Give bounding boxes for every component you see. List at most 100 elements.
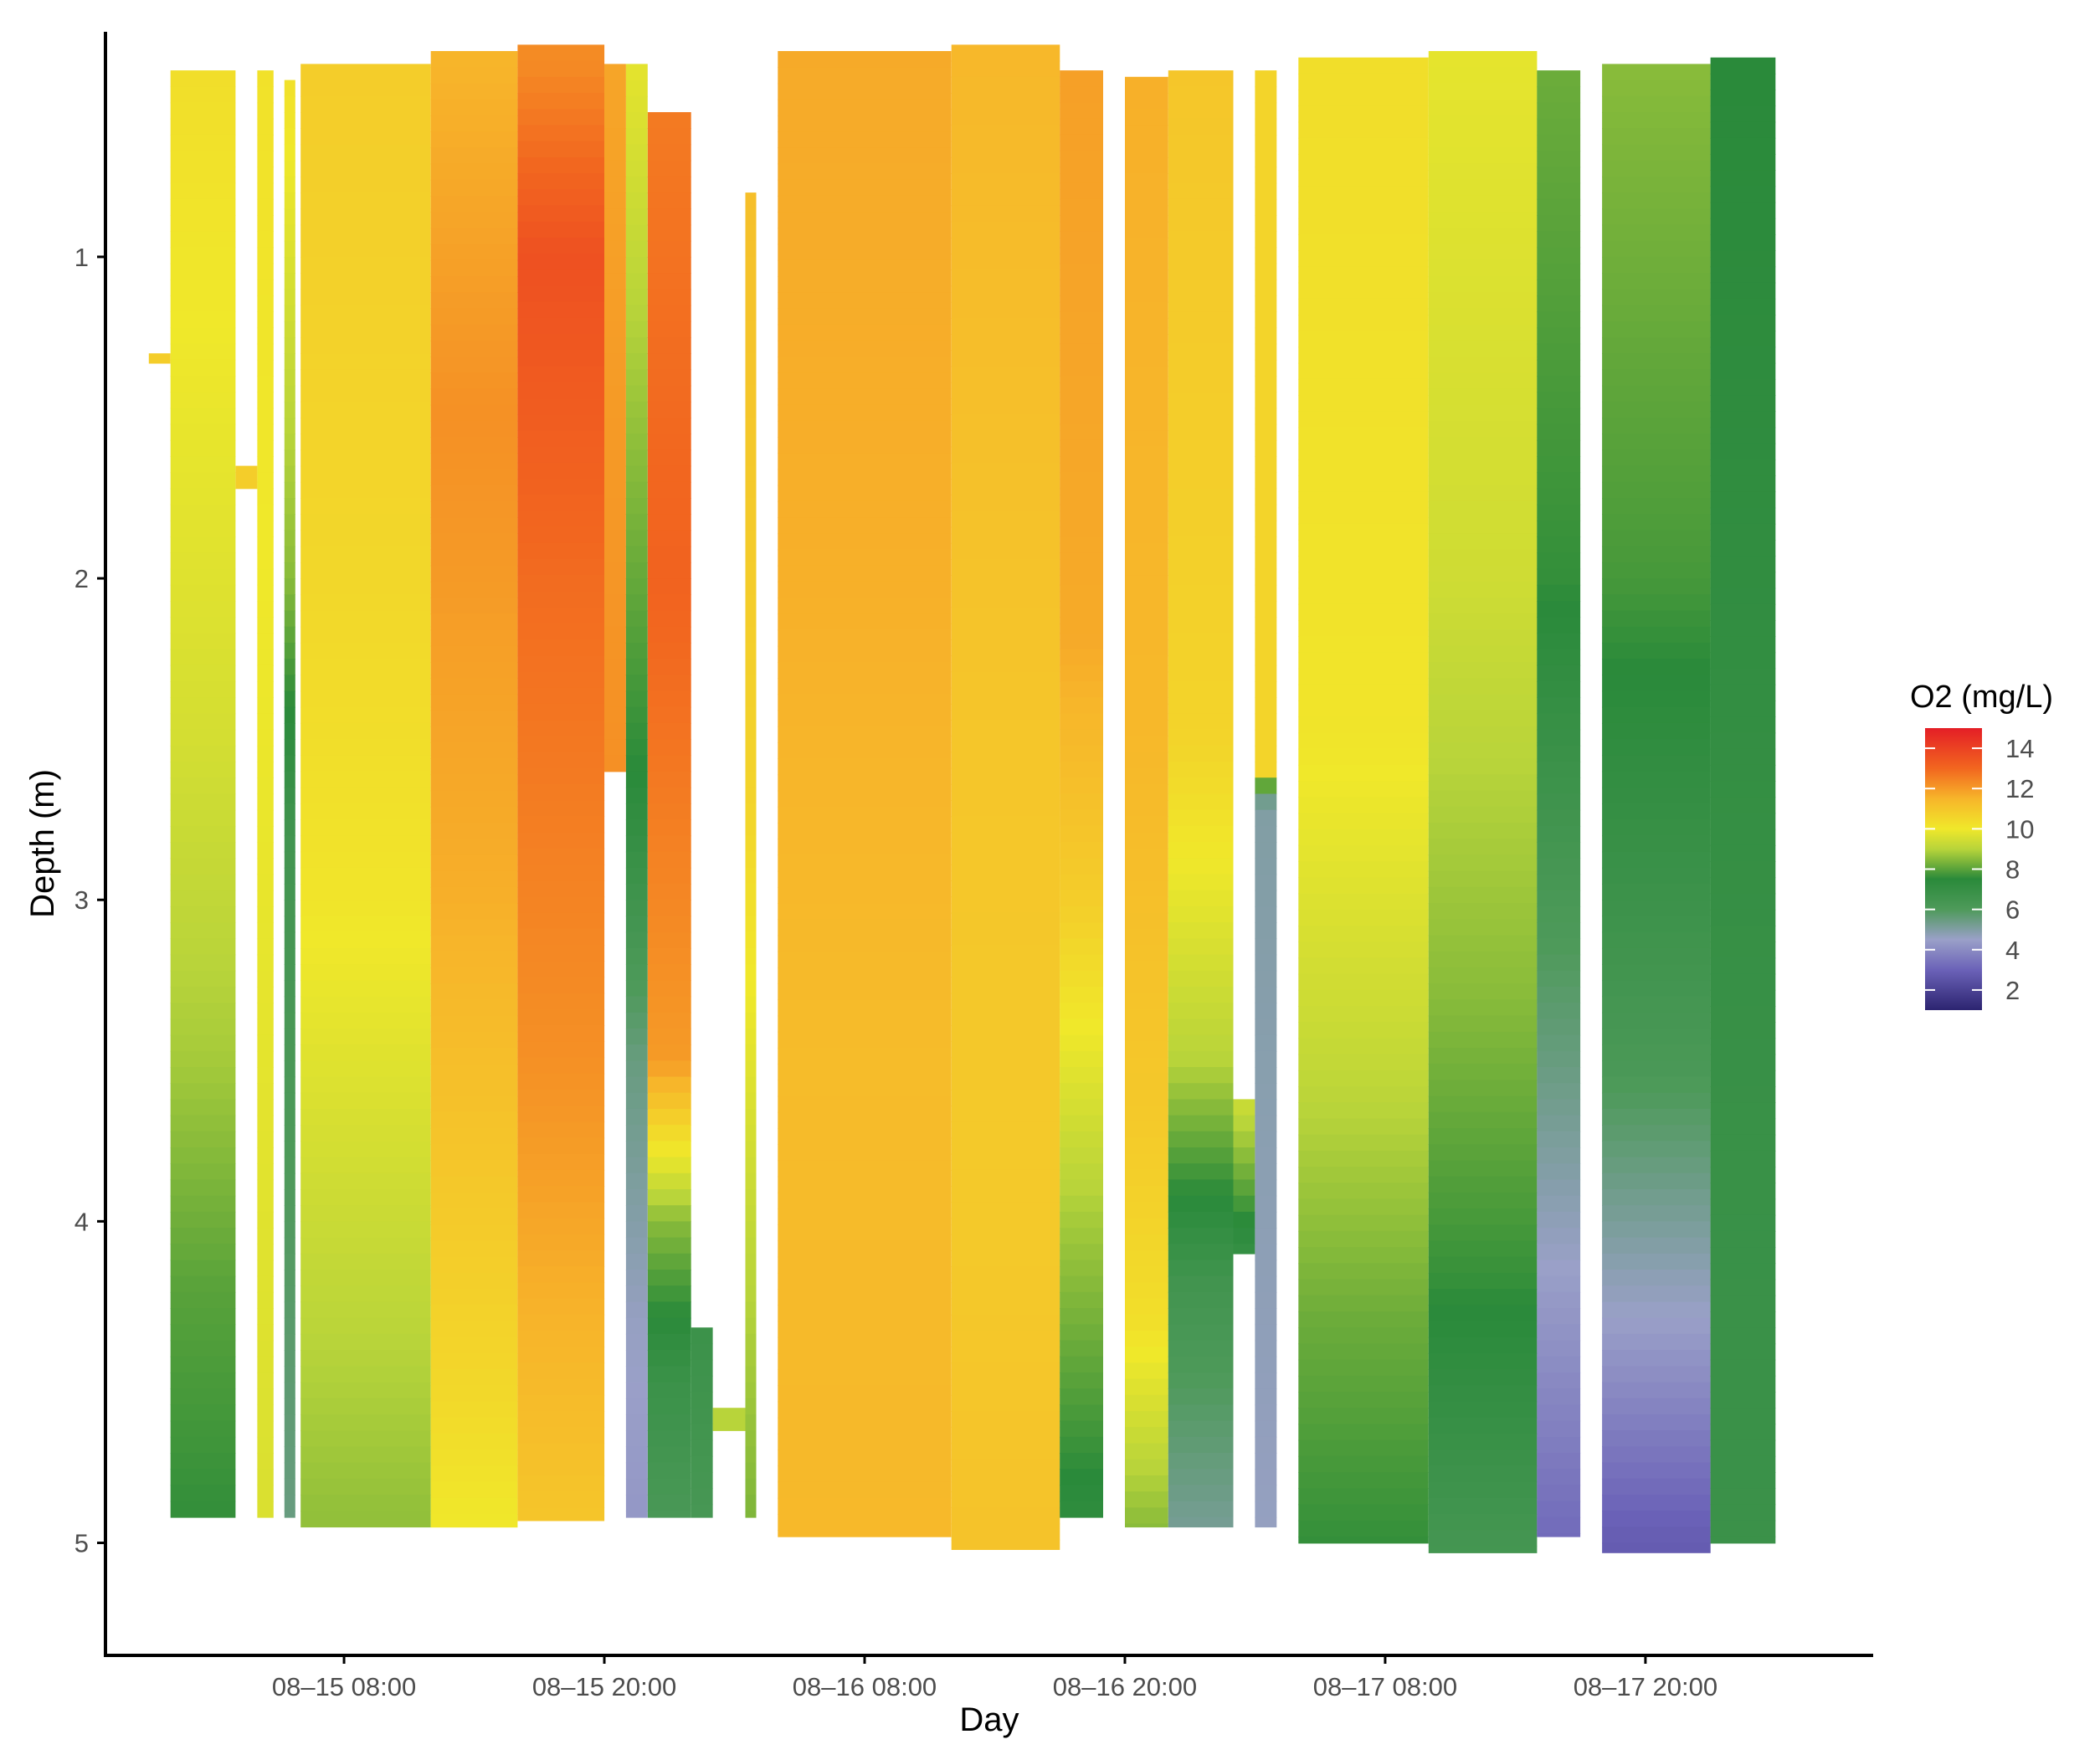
- profile-cell: [1602, 418, 1711, 434]
- profile-cell: [257, 1372, 274, 1389]
- profile-cell: [1298, 266, 1429, 284]
- profile-cell: [778, 1465, 952, 1483]
- profile-cell: [647, 578, 691, 596]
- profile-cell: [1602, 931, 1711, 949]
- profile-12: [712, 1408, 746, 1431]
- profile-cell: [1428, 1047, 1538, 1065]
- profile-cell: [1602, 675, 1711, 692]
- profile-cell: [1298, 1488, 1429, 1506]
- profile-cell: [300, 884, 431, 901]
- profile-cell: [1298, 411, 1429, 428]
- profile-cell: [517, 446, 605, 464]
- profile-cell: [1602, 787, 1711, 804]
- profile-cell: [625, 1285, 648, 1303]
- profile-cell: [430, 565, 518, 582]
- profile-cell: [284, 208, 295, 226]
- profile-cell: [1602, 546, 1711, 563]
- profile-cell: [257, 151, 274, 168]
- profile-cell: [1428, 774, 1538, 792]
- profile-cell: [604, 418, 626, 434]
- profile-cell: [517, 157, 605, 174]
- profile-cell: [625, 449, 648, 467]
- profile-cell: [951, 865, 1060, 881]
- profile-cell: [1298, 507, 1429, 525]
- profile-cell: [1428, 533, 1538, 551]
- profile-cell: [257, 664, 274, 682]
- profile-cell: [745, 465, 757, 483]
- profile-cell: [1537, 729, 1581, 747]
- profile-cell: [625, 1076, 648, 1094]
- profile-cell: [257, 1485, 274, 1502]
- profile-cell: [257, 1244, 274, 1261]
- profile-cell: [430, 1047, 518, 1065]
- profile-cell: [625, 722, 648, 740]
- profile-cell: [778, 823, 952, 839]
- profile-cell: [625, 947, 648, 965]
- profile-cell: [647, 1172, 691, 1190]
- profile-cell: [300, 1205, 431, 1223]
- profile-cell: [951, 816, 1060, 834]
- profile-cell: [1428, 308, 1538, 326]
- profile-cell: [625, 1172, 648, 1190]
- profile-cell: [1255, 1067, 1277, 1084]
- profile-cell: [1428, 581, 1538, 598]
- profile-cell: [1060, 1067, 1103, 1084]
- profile-cell: [284, 1108, 295, 1126]
- profile-cell: [1602, 1205, 1711, 1223]
- profile-cell: [1255, 439, 1277, 457]
- profile-cell: [647, 224, 691, 242]
- profile-cell: [430, 147, 518, 165]
- profile-cell: [951, 398, 1060, 415]
- profile-cell: [778, 951, 952, 968]
- profile-cell: [778, 983, 952, 1001]
- profile-cell: [1298, 684, 1429, 701]
- profile-cell: [300, 530, 431, 547]
- profile-cell: [951, 639, 1060, 657]
- profile-cell: [430, 83, 518, 100]
- profile-cell: [1125, 1186, 1168, 1203]
- profile-cell: [1602, 594, 1711, 612]
- profile-cell: [625, 980, 648, 998]
- profile-cell: [951, 671, 1060, 689]
- profile-cell: [778, 1160, 952, 1178]
- profile-cell: [647, 112, 691, 129]
- profile-cell: [604, 449, 626, 467]
- profile-cell: [1125, 398, 1168, 415]
- profile-cell: [647, 498, 691, 515]
- profile-20: [1255, 70, 1277, 1528]
- profile-cell: [1060, 359, 1103, 377]
- profile-cell: [257, 970, 274, 988]
- profile-cell: [170, 1436, 236, 1454]
- profile-cell: [625, 64, 648, 81]
- profile-cell: [300, 1012, 431, 1029]
- profile-cell: [257, 456, 274, 474]
- profile-cell: [625, 401, 648, 418]
- profile-cell: [1298, 989, 1429, 1007]
- profile-cell: [1710, 764, 1776, 782]
- profile-cell: [625, 321, 648, 338]
- profile-cell: [1060, 1083, 1103, 1101]
- profile-cell: [647, 947, 691, 965]
- profile-cell: [951, 76, 1060, 94]
- profile-cell: [1233, 1099, 1255, 1116]
- profile-cell: [625, 1012, 648, 1029]
- profile-cell: [778, 340, 952, 357]
- profile-cell: [1060, 970, 1103, 988]
- profile-cell: [778, 1080, 952, 1097]
- profile-cell: [300, 931, 431, 949]
- profile-cell: [1298, 942, 1429, 959]
- profile-cell: [745, 867, 757, 885]
- profile-cell: [170, 584, 236, 602]
- profile-cell: [284, 1430, 295, 1448]
- profile-cell: [1537, 584, 1581, 602]
- profile-cell: [1255, 970, 1277, 988]
- profile-cell: [778, 388, 952, 406]
- profile-cell: [1602, 1527, 1711, 1544]
- profile-cell: [170, 1372, 236, 1389]
- profile-cell: [1168, 1501, 1234, 1518]
- profile-cell: [745, 851, 757, 869]
- profile-cell: [300, 144, 431, 162]
- profile-cell: [1537, 1228, 1581, 1245]
- profile-cell: [1537, 1034, 1581, 1052]
- profile-cell: [1710, 684, 1776, 701]
